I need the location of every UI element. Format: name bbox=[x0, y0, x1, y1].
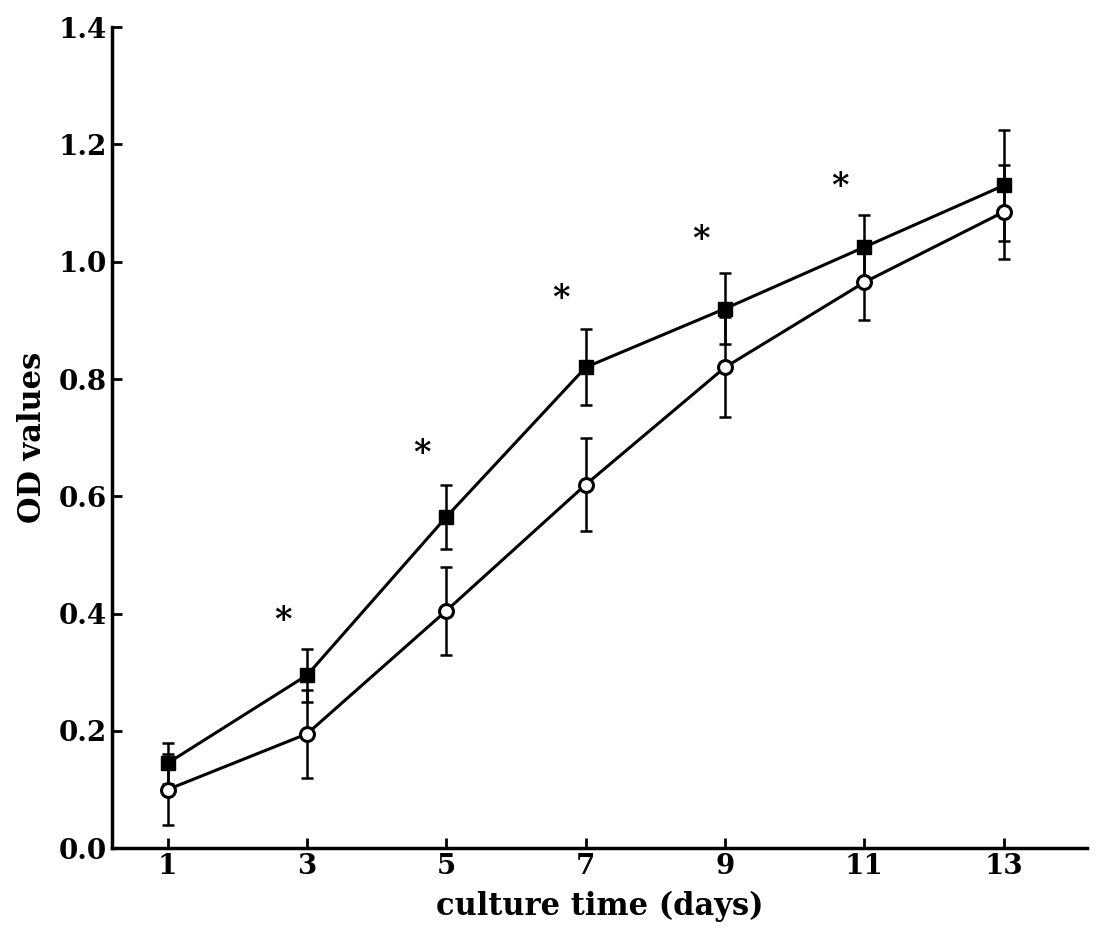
X-axis label: culture time (days): culture time (days) bbox=[436, 891, 764, 922]
Text: *: * bbox=[274, 604, 291, 637]
Text: *: * bbox=[692, 223, 710, 255]
Text: *: * bbox=[831, 170, 849, 203]
Text: *: * bbox=[553, 282, 570, 315]
Text: *: * bbox=[413, 437, 431, 470]
Y-axis label: OD values: OD values bbox=[17, 352, 47, 523]
